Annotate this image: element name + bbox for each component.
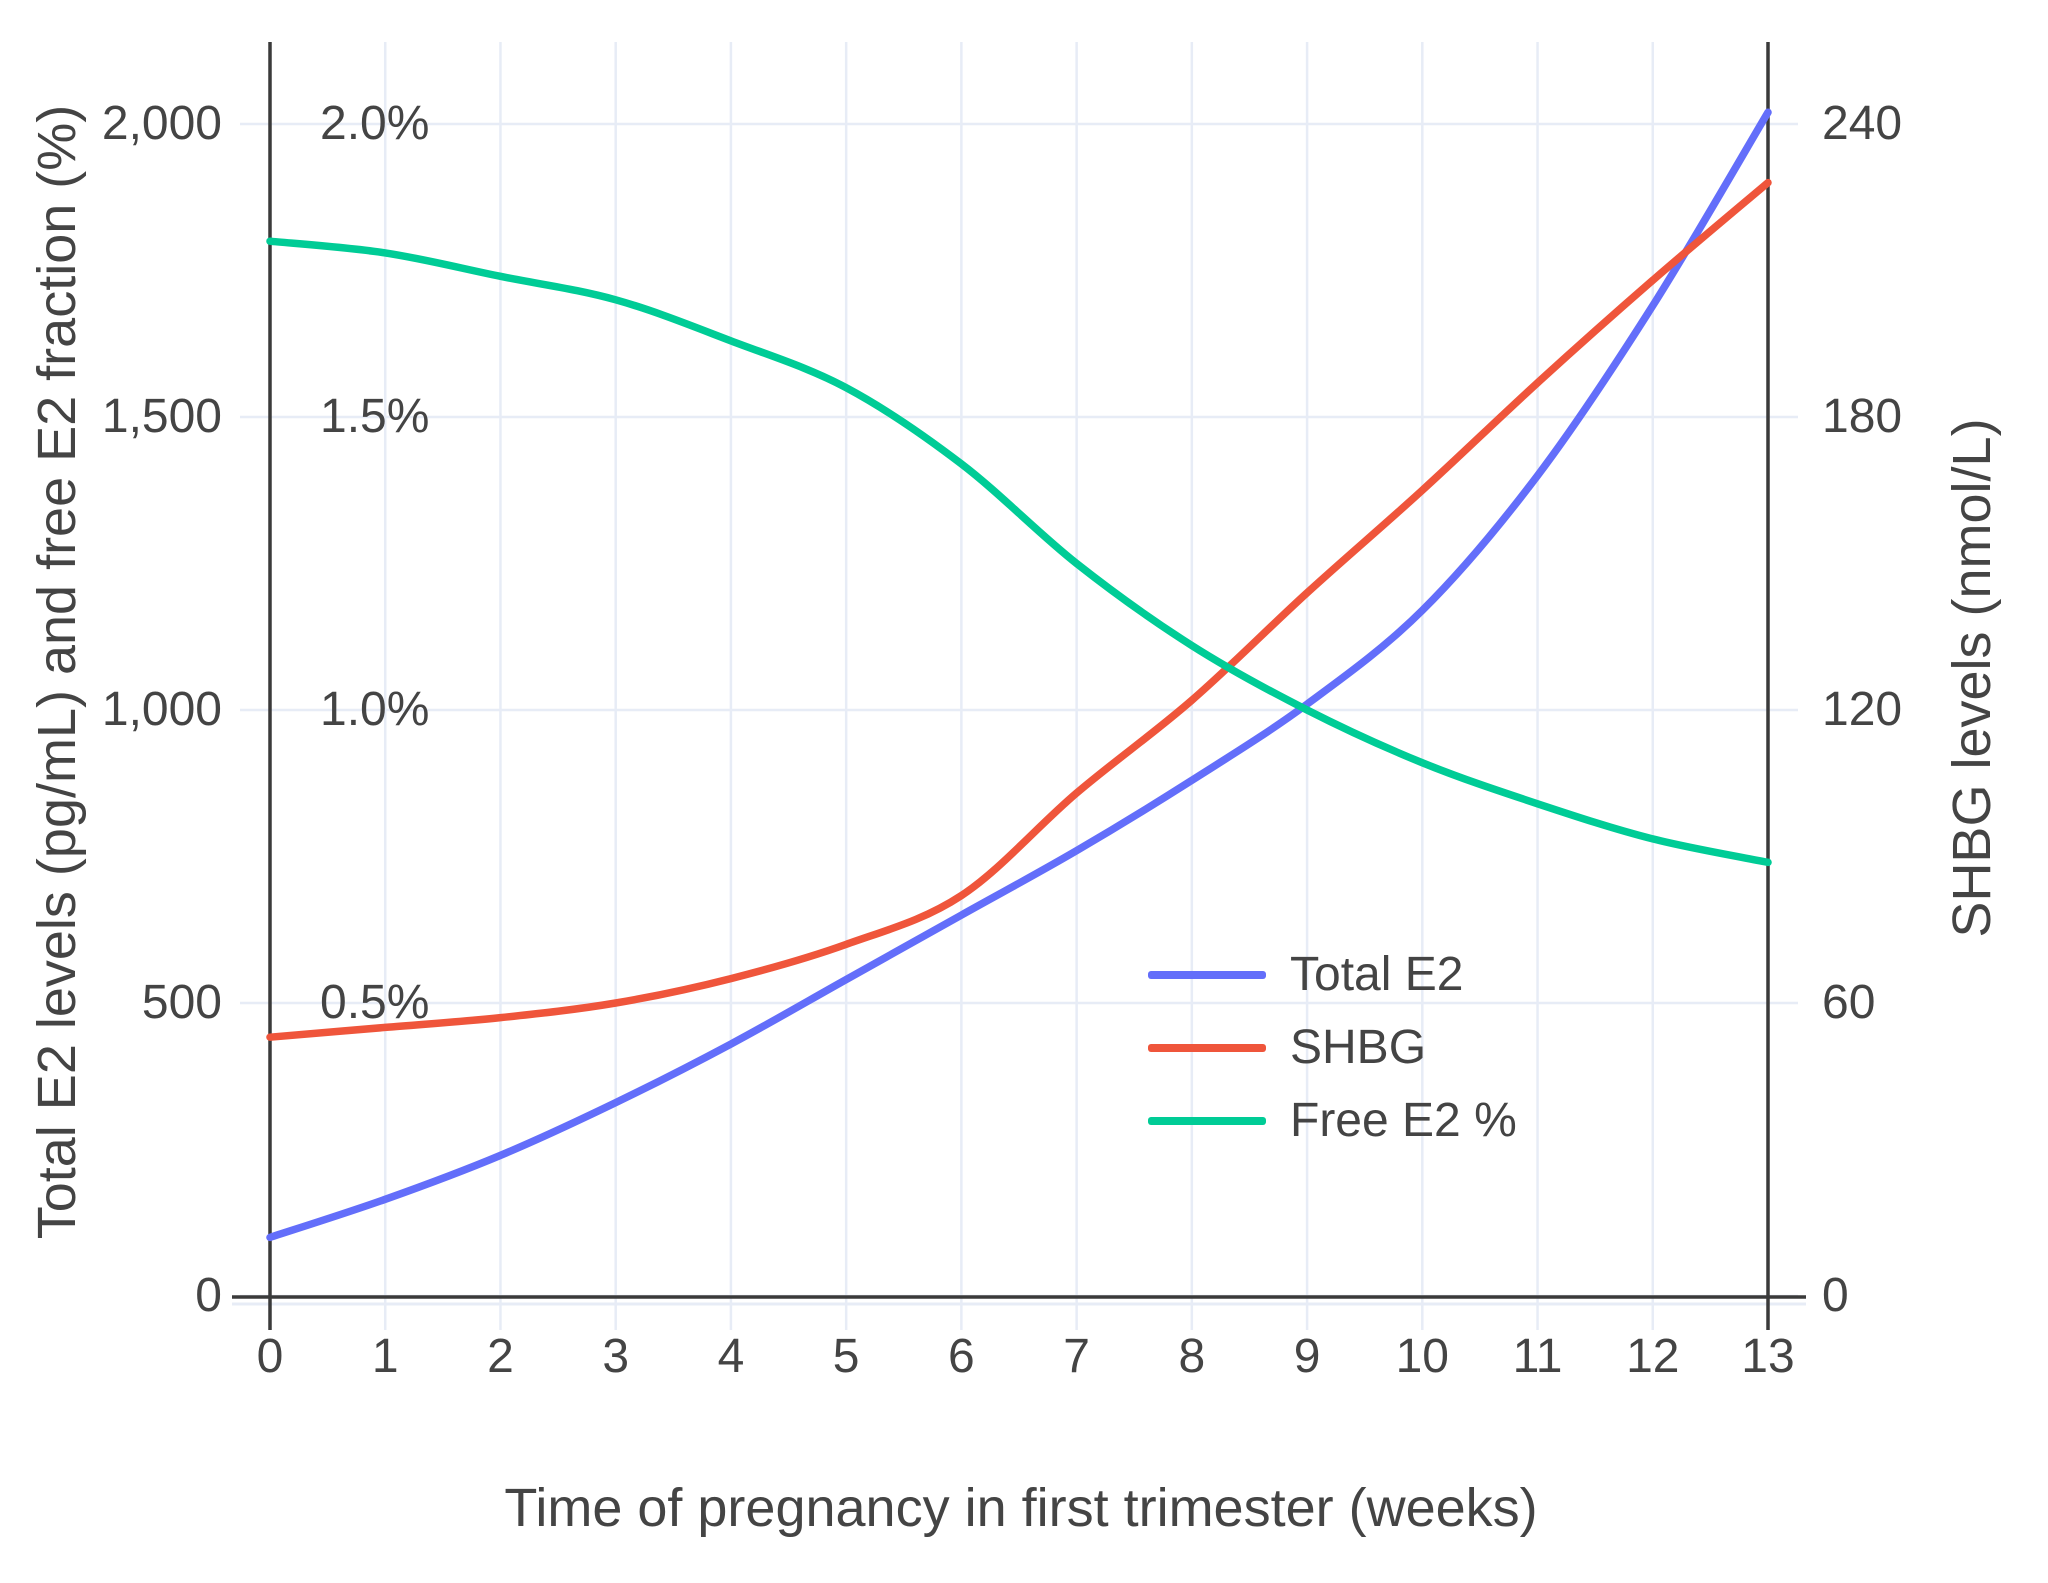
- x-tick-label: 2: [487, 1330, 514, 1383]
- y-left-tick-label: 1,500: [101, 390, 222, 443]
- free-e2-percent-label: 1.5%: [320, 390, 430, 443]
- y-axis-right-title: SHBG levels (nmol/L): [1942, 418, 2002, 938]
- x-tick-label: 10: [1395, 1330, 1449, 1383]
- legend-label-free-e2: Free E2 %: [1290, 1093, 1517, 1147]
- legend-label-total-e2: Total E2: [1290, 947, 1464, 1001]
- x-tick-label: 12: [1626, 1330, 1680, 1383]
- y-right-tick-label: 120: [1822, 683, 1903, 736]
- y-right-tick-label: 180: [1822, 390, 1903, 443]
- legend: Total E2 SHBG Free E2 %: [1148, 938, 1517, 1157]
- y-axis-left-title: Total E2 levels (pg/mL) and free E2 frac…: [27, 104, 87, 1240]
- x-tick-label: 13: [1741, 1330, 1795, 1383]
- free-e2-percent-label: 0.5%: [320, 976, 430, 1029]
- free-e2-percent-label: 2.0%: [320, 97, 430, 150]
- x-tick-label: 0: [256, 1330, 284, 1383]
- x-tick-label: 8: [1178, 1330, 1206, 1383]
- total-e2-legend-line: [1148, 970, 1266, 979]
- x-tick-label: 7: [1063, 1330, 1090, 1383]
- y-left-tick-label: 2,000: [101, 97, 222, 150]
- x-tick-label: 1: [371, 1330, 399, 1383]
- x-tick-label: 5: [832, 1330, 860, 1383]
- x-tick-label: 6: [948, 1330, 975, 1383]
- x-tick-label: 9: [1293, 1330, 1321, 1383]
- total-e2-line: [266, 108, 1772, 1242]
- y-right-tick-label: 60: [1822, 976, 1876, 1029]
- x-tick-label: 3: [602, 1330, 630, 1383]
- shbg-legend-line: [1148, 1043, 1266, 1052]
- free-e2-legend-line: [1148, 1116, 1266, 1125]
- free-e2--line: [266, 237, 1772, 867]
- legend-item-total-e2[interactable]: Total E2: [1148, 938, 1517, 1011]
- y-left-tick-label: 1,000: [101, 683, 222, 736]
- x-tick-label: 4: [717, 1330, 745, 1383]
- y-left-tick-label: 0: [195, 1269, 222, 1322]
- x-tick-label: 11: [1512, 1330, 1563, 1383]
- free-e2-percent-label: 1.0%: [320, 683, 430, 736]
- x-axis-title: Time of pregnancy in first trimester (we…: [504, 1478, 1538, 1538]
- legend-item-free-e2[interactable]: Free E2 %: [1148, 1084, 1517, 1157]
- legend-item-shbg[interactable]: SHBG: [1148, 1011, 1517, 1084]
- y-right-tick-label: 0: [1822, 1269, 1849, 1322]
- y-left-tick-label: 500: [141, 976, 222, 1029]
- legend-label-shbg: SHBG: [1290, 1020, 1427, 1074]
- y-right-tick-label: 240: [1822, 97, 1903, 150]
- shbg-line: [266, 178, 1772, 1041]
